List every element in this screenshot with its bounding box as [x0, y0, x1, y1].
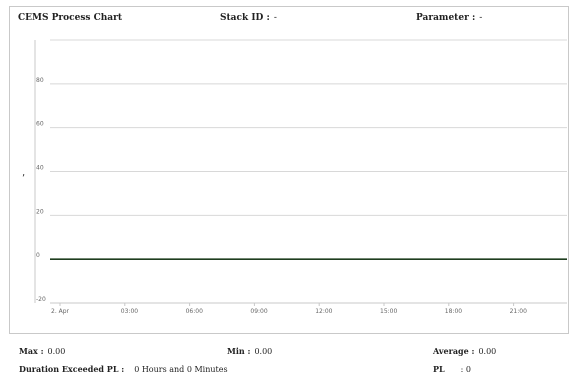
y-tick-label: 60 [36, 121, 44, 128]
x-tick-label: 21:00 [510, 308, 527, 315]
x-tick-label: 06:00 [186, 308, 203, 315]
x-tick-label: 09:00 [250, 308, 267, 315]
stack-id-value: - [273, 13, 277, 23]
parameter-field: Parameter :- [416, 13, 482, 23]
pl-value: : 0 [460, 365, 471, 374]
y-tick-label: -20 [36, 296, 46, 303]
duration-label: Duration Exceeded PL : [19, 364, 125, 374]
min-value: 0.00 [254, 347, 273, 356]
y-tick-label: 80 [36, 77, 44, 84]
min-label: Min : [227, 346, 251, 356]
max-value: 0.00 [47, 347, 66, 356]
average-label: Average : [433, 346, 475, 356]
x-tick-label: 2. Apr [51, 308, 70, 315]
stack-id-field: Stack ID :- [220, 13, 277, 23]
average-value: 0.00 [478, 347, 497, 356]
chart-title: CEMS Process Chart [18, 13, 123, 23]
x-tick-label: 03:00 [121, 308, 138, 315]
average-stat: Average :0.00 [433, 346, 496, 356]
parameter-label: Parameter : [416, 13, 476, 23]
duration-stat: Duration Exceeded PL : 0 Hours and 0 Minu… [19, 364, 228, 374]
x-tick-label: 18:00 [445, 308, 462, 315]
pl-stat: PL : 0 [433, 364, 471, 374]
min-stat: Min :0.00 [227, 346, 272, 356]
y-tick-label: 20 [36, 208, 44, 215]
pl-label: PL [433, 364, 445, 374]
x-tick-label: 15:00 [380, 308, 397, 315]
max-stat: Max :0.00 [19, 346, 65, 356]
parameter-value: - [479, 13, 483, 23]
chart-header: CEMS Process Chart Stack ID :- Parameter… [10, 13, 568, 29]
max-label: Max : [19, 346, 44, 356]
duration-value: 0 Hours and 0 Minutes [134, 365, 228, 374]
x-tick-label: 12:00 [315, 308, 332, 315]
chart-panel: CEMS Process Chart Stack ID :- Parameter… [9, 6, 569, 334]
stack-id-label: Stack ID : [220, 13, 270, 23]
process-chart[interactable]: 80 60 40 20 0 -20 2. Apr 03:00 06:00 09:00 12:00 15… [10, 7, 570, 335]
y-tick-label: 0 [36, 252, 40, 259]
y-tick-label: 40 [36, 165, 44, 172]
y-axis-label: , [22, 168, 25, 179]
